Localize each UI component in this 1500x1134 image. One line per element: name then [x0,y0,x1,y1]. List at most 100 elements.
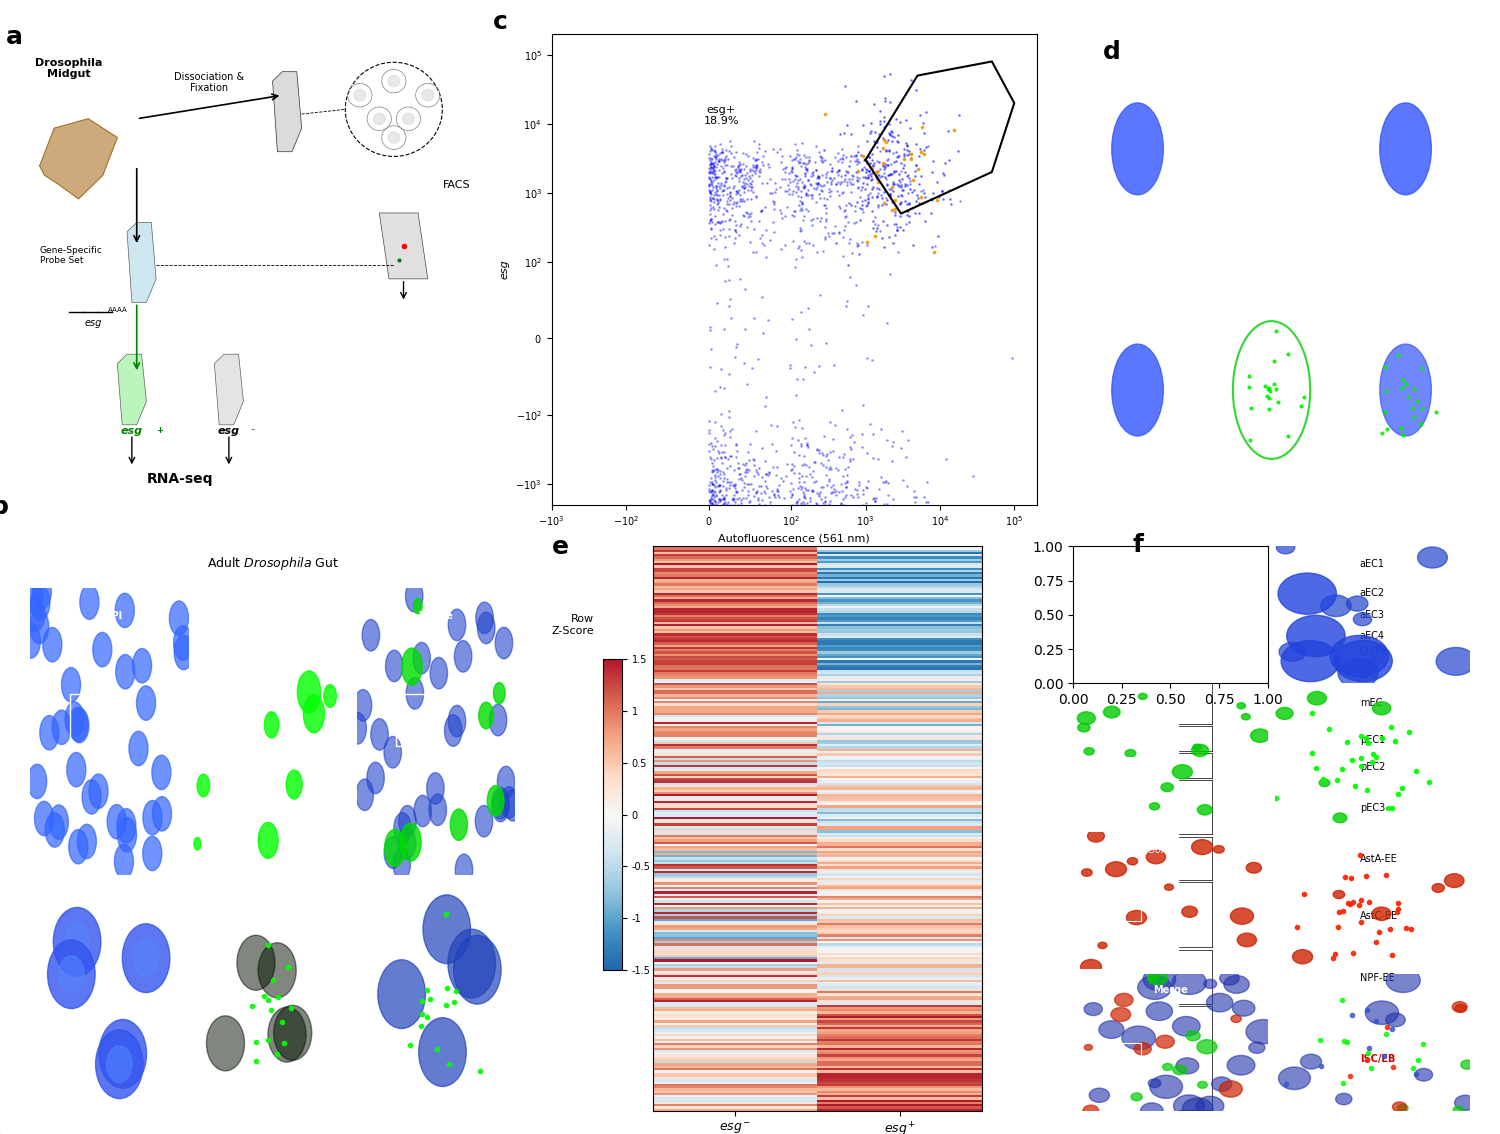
Point [723,221,747,239]
Point [704,473,728,491]
Point [756,501,780,519]
Point [765,480,789,498]
Point [702,186,726,204]
Point [830,494,854,513]
Point [784,506,808,524]
Point [710,506,734,524]
Circle shape [1318,779,1330,787]
Circle shape [1280,642,1306,661]
Point [824,416,848,434]
Point [716,179,740,197]
Point [846,162,870,180]
Point [807,443,831,462]
Point [870,228,894,246]
Point [784,330,808,348]
Point [776,181,800,200]
Point [807,174,831,192]
Point [882,203,906,221]
Point [812,499,836,517]
Point [700,153,724,171]
Point [855,232,879,251]
Point [738,175,762,193]
Point [896,136,920,154]
Point [834,208,858,226]
Point [882,162,906,180]
Point [806,507,830,525]
Point [726,163,750,181]
Point [862,492,886,510]
Circle shape [356,779,374,811]
Circle shape [1212,1077,1231,1091]
Point [710,501,734,519]
Circle shape [1155,561,1174,575]
Point [702,147,726,166]
Point [921,152,945,170]
Point [722,507,746,525]
Point [777,508,801,526]
Point [742,162,766,180]
Circle shape [402,113,414,125]
Point [726,184,750,202]
Point [710,514,734,532]
Point [708,213,732,231]
Circle shape [1204,582,1233,602]
Point [813,104,837,122]
Point [708,483,732,501]
Point [858,167,882,185]
Point [712,465,736,483]
Point [708,468,732,486]
Point [868,511,892,530]
Point [834,477,858,496]
Point [754,465,778,483]
Point [717,142,741,160]
Point [782,231,806,249]
Point [700,500,724,518]
Point [722,177,746,195]
Point [699,490,723,508]
Point [867,115,891,133]
Point [758,515,782,533]
Point [724,167,748,185]
Point [808,151,832,169]
Circle shape [1281,641,1340,682]
Point [810,150,834,168]
Point [702,460,726,479]
Point [859,151,883,169]
Point [873,130,897,149]
Point [813,493,837,511]
Circle shape [1136,666,1160,683]
Point [704,177,728,195]
Point [700,164,724,183]
Point [702,161,726,179]
Point [896,166,920,184]
Point [896,431,920,449]
Point [740,181,764,200]
Point [710,525,734,543]
Point [699,318,723,336]
Point [852,151,876,169]
Point [756,466,780,484]
Point [710,508,734,526]
Circle shape [386,650,404,682]
Point [780,185,804,203]
Circle shape [1089,1089,1110,1102]
Text: c: c [494,10,508,34]
Text: aEC2: aEC2 [1360,587,1384,598]
Point [789,188,813,206]
Point [736,181,760,200]
Point [904,156,928,175]
Point [700,163,724,181]
Point [815,466,839,484]
Point [897,169,921,187]
Point [886,164,910,183]
Point [772,489,796,507]
Point [714,146,738,164]
Point [704,466,728,484]
Point [915,473,939,491]
Point [712,153,736,171]
Point [724,163,748,181]
Point [716,195,740,213]
Point [710,359,734,378]
Circle shape [1233,1000,1256,1016]
Point [882,500,906,518]
